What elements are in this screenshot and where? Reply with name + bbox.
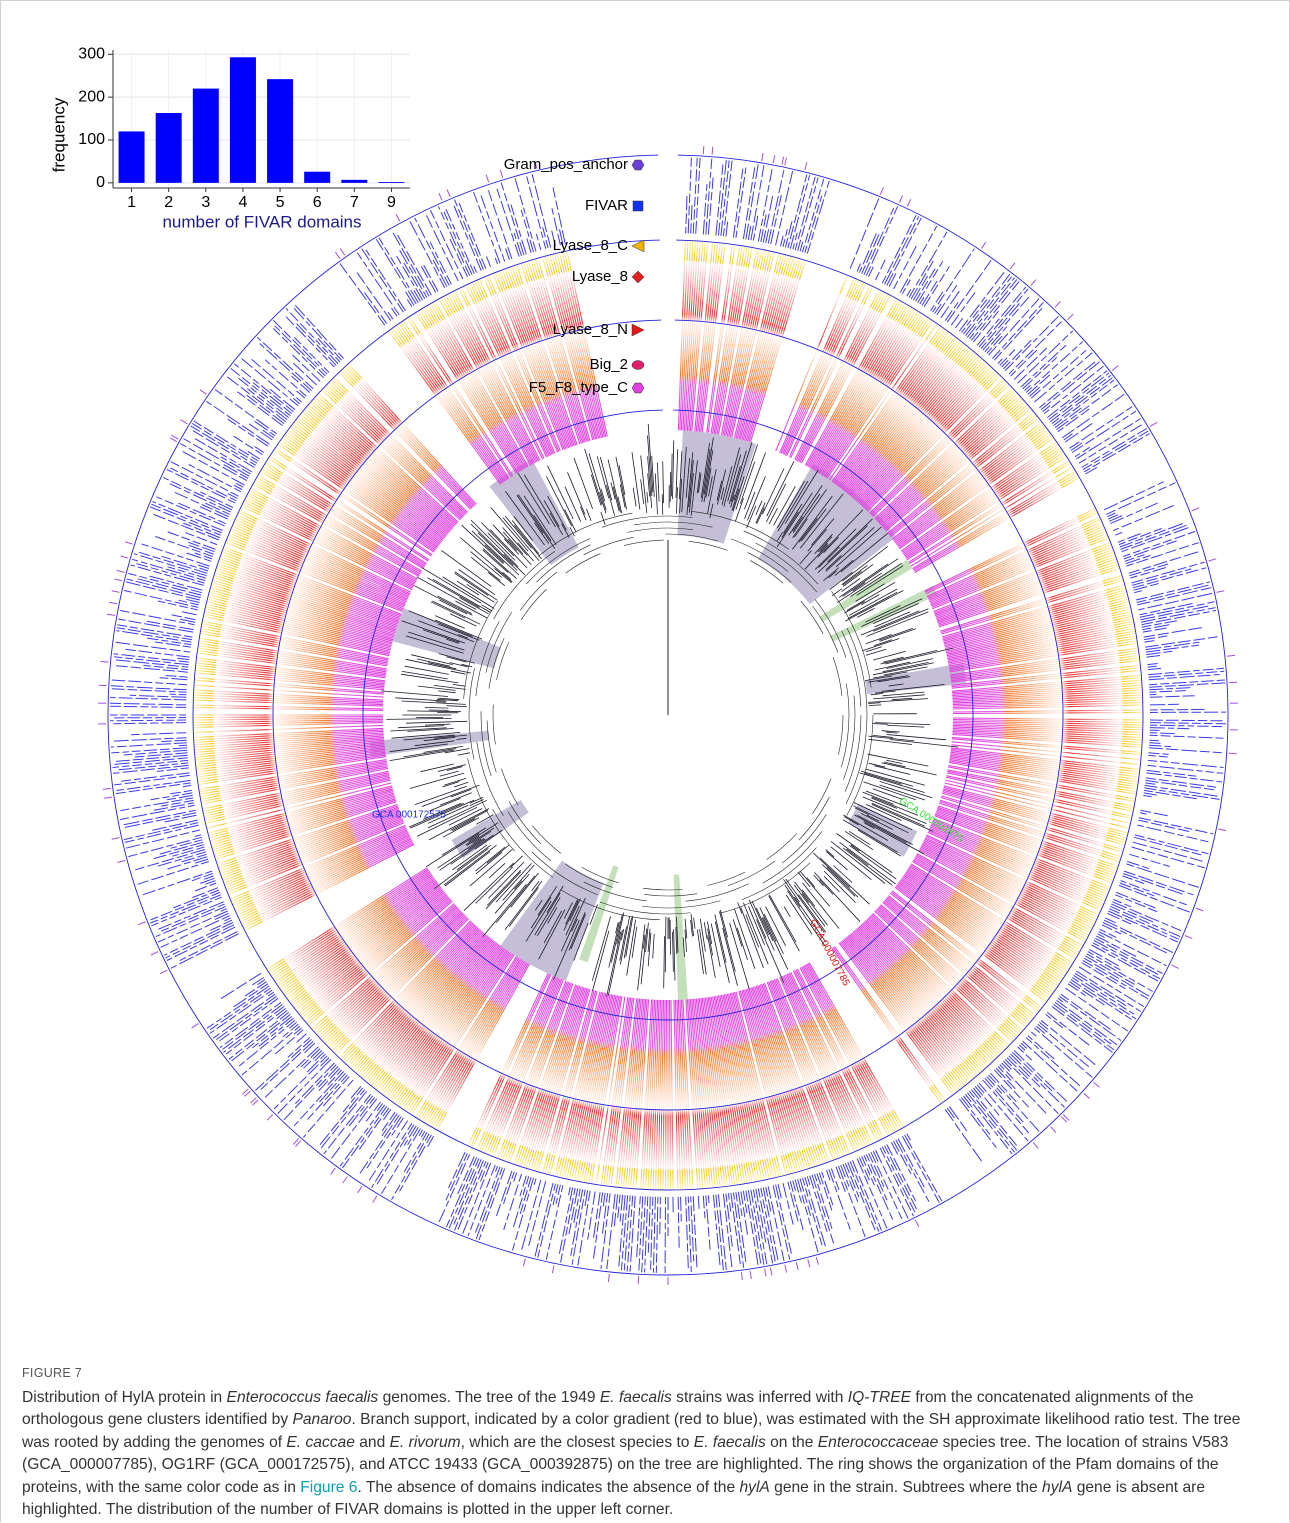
caption-run: E. faecalis (599, 1388, 672, 1406)
histogram: frequency number of FIVAR domains 0 100 20… (49, 46, 410, 231)
y-tick-label: 300 (78, 46, 105, 63)
caption-run: on the (765, 1433, 818, 1451)
tree-arc (474, 521, 862, 909)
caption-run: Panaroo (292, 1411, 352, 1428)
caption-run: . The absence of domains indicates the a… (357, 1478, 740, 1496)
caption: FIGURE 7 Distribution of HylA protein in… (22, 1362, 1272, 1522)
legend-symbol (631, 382, 645, 394)
bar (267, 79, 294, 183)
legend-label: F5_F8_type_C (529, 379, 628, 396)
tree-arc (480, 527, 856, 903)
legend-label: Gram_pos_anchor (504, 156, 628, 173)
caption-run: Distribution of HylA protein in (22, 1388, 227, 1406)
ring-circle (192, 239, 1144, 1191)
legend-symbol (631, 323, 645, 337)
legend: Gram_pos_anchor FIVAR Lyase_8_C Lyase_8 Lyas… (504, 156, 645, 396)
caption-run: E. faecalis (693, 1433, 766, 1451)
legend-label: Lyase_8_C (553, 237, 628, 254)
y-tick-label: 0 (96, 174, 105, 191)
bar (304, 171, 331, 183)
tree-arc (492, 539, 844, 891)
x-tick-label: 6 (313, 194, 322, 211)
y-tick-label: 200 (78, 88, 105, 105)
x-tick-label: 4 (238, 194, 247, 211)
ring-circle (107, 154, 1229, 1276)
y-tick-label: 100 (78, 131, 105, 148)
bar (192, 88, 219, 183)
caption-run: from the concatenated alignments of the … (22, 1388, 1194, 1429)
x-tick-label: 7 (350, 194, 359, 211)
legend-label: Lyase_8 (572, 268, 628, 285)
figure-label: FIGURE 7 (22, 1366, 83, 1380)
legend-symbol (631, 360, 645, 370)
caption-run: hylA (1042, 1478, 1073, 1496)
anchor-ring (98, 146, 1238, 1285)
caption-run: Enterococcaceae (817, 1433, 939, 1451)
caption-run: genomes. The tree of the 1949 (378, 1388, 600, 1406)
caption-run: and (354, 1433, 390, 1451)
x-axis-label: number of FIVAR domains (162, 212, 361, 231)
bar (155, 113, 182, 183)
bar (341, 179, 368, 183)
fivar-ring (110, 157, 1226, 1273)
tree-branches (381, 423, 959, 997)
tree-arc (486, 533, 850, 897)
legend-label: Lyase_8_N (553, 321, 628, 338)
caption-text: Distribution of HylA protein in Enteroco… (22, 1387, 1272, 1522)
legend-symbol (631, 239, 645, 253)
ring-circle (272, 319, 1064, 1111)
bar (118, 131, 145, 183)
legend-symbol (631, 270, 645, 284)
caption-run[interactable]: Figure 6 (300, 1478, 358, 1496)
caption-run: , which are the closest species to (460, 1433, 694, 1451)
bar (229, 57, 256, 183)
x-tick-label: 1 (127, 194, 136, 211)
legend-symbol (632, 200, 644, 212)
caption-run: hylA (739, 1478, 770, 1496)
figure: frequency number of FIVAR domains 0 100 20… (49, 46, 1238, 1285)
caption-run: IQ-TREE (847, 1388, 912, 1406)
caption-run: gene is absent are highlighted. The dist… (22, 1478, 1205, 1519)
x-tick-label: 5 (276, 194, 285, 211)
caption-run: Enterococcus faecalis (226, 1388, 379, 1406)
ring-circle (362, 409, 974, 1021)
tree-arc (462, 509, 874, 921)
caption-run: E. rivorum (389, 1433, 461, 1451)
caption-run: strains was inferred with (671, 1388, 848, 1406)
legend-label: FIVAR (585, 197, 628, 214)
x-tick-label: 9 (387, 194, 396, 211)
x-tick-label: 2 (164, 194, 173, 211)
caption-run: species tree. The location of strains V5… (22, 1433, 1229, 1496)
bar (378, 182, 405, 183)
y-axis-label: frequency (49, 97, 68, 172)
strain-label: GCA 000172575 (372, 810, 446, 821)
caption-run: . Branch support, indicated by a color g… (22, 1411, 1241, 1451)
legend-symbol (631, 159, 645, 171)
caption-run: gene in the strain. Subtrees where the (769, 1478, 1043, 1496)
caption-run: E. caccae (286, 1433, 355, 1451)
legend-label: Big_2 (590, 356, 628, 373)
tree-arc (468, 515, 868, 915)
x-tick-label: 3 (201, 194, 210, 211)
